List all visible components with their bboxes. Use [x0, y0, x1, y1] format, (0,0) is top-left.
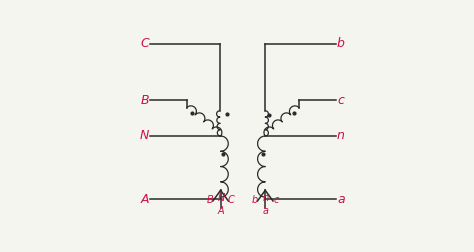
Text: a: a [262, 206, 268, 216]
Text: N: N [218, 193, 225, 203]
Text: b: b [337, 37, 345, 50]
Text: C: C [228, 195, 235, 205]
Text: B: B [140, 93, 149, 107]
Text: c: c [337, 93, 344, 107]
Text: a: a [337, 193, 345, 206]
Text: c: c [273, 195, 279, 205]
Text: b: b [251, 195, 258, 205]
Text: B: B [207, 195, 213, 205]
Text: A: A [217, 206, 224, 216]
Text: C: C [140, 37, 149, 50]
Text: n: n [337, 130, 345, 142]
Text: A: A [140, 193, 149, 206]
Text: n: n [263, 193, 269, 203]
Text: N: N [139, 130, 149, 142]
